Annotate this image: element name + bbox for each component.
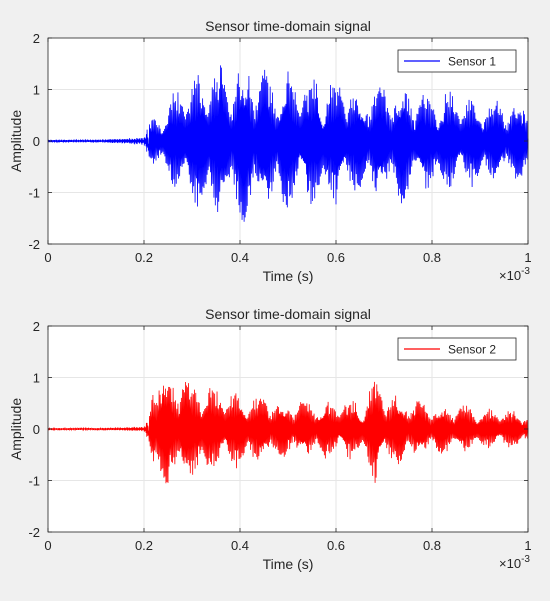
y-tick-label: -1	[28, 474, 40, 489]
x-tick-label: 0.2	[135, 250, 153, 265]
x-tick-label: 0.8	[423, 250, 441, 265]
chart-title: Sensor time-domain signal	[205, 306, 371, 322]
legend-box	[397, 49, 517, 73]
x-tick-label: 0	[44, 538, 51, 553]
chart-panel-1: 0 0.2 0.4 0.6 0.8 1 2 1 0 -1 -2 ×10-3 Sensor time-do…	[8, 18, 532, 284]
x-tick-label: 1	[524, 538, 531, 553]
x-exponent-label: ×10-3	[499, 266, 530, 283]
y-tick-label: -2	[28, 525, 40, 540]
y-tick-label: 2	[33, 319, 40, 334]
chart-panel-2: 0 0.2 0.4 0.6 0.8 1 2 1 0 -1 -2 ×10-3 Sensor time-do…	[8, 306, 532, 572]
y-tick-label: 1	[33, 83, 40, 98]
y-tick-label: 0	[33, 134, 40, 149]
signal-line-sensor-2	[47, 381, 529, 484]
y-tick-label: -2	[28, 237, 40, 252]
x-tick-label: 0.6	[327, 538, 345, 553]
y-axis-title: Amplitude	[8, 110, 24, 172]
y-tick-label: 1	[33, 371, 40, 386]
x-tick-label: 0.6	[327, 250, 345, 265]
y-tick-label: -1	[28, 186, 40, 201]
legend-box	[397, 337, 517, 361]
y-tick-label: 0	[33, 422, 40, 437]
x-tick-label: 0.4	[231, 250, 249, 265]
x-tick-label: 1	[524, 250, 531, 265]
x-tick-label: 0	[44, 250, 51, 265]
signal-line-sensor-1	[47, 65, 529, 222]
x-axis-title: Time (s)	[263, 556, 314, 572]
chart-title: Sensor time-domain signal	[205, 18, 371, 34]
x-tick-label: 0.4	[231, 538, 249, 553]
y-tick-label: 2	[33, 31, 40, 46]
x-axis-title: Time (s)	[263, 268, 314, 284]
legend-label: Sensor 1	[448, 55, 496, 69]
y-axis-title: Amplitude	[8, 398, 24, 460]
x-tick-label: 0.2	[135, 538, 153, 553]
legend-label: Sensor 2	[448, 343, 496, 357]
x-exponent-label: ×10-3	[499, 554, 530, 571]
x-tick-label: 0.8	[423, 538, 441, 553]
